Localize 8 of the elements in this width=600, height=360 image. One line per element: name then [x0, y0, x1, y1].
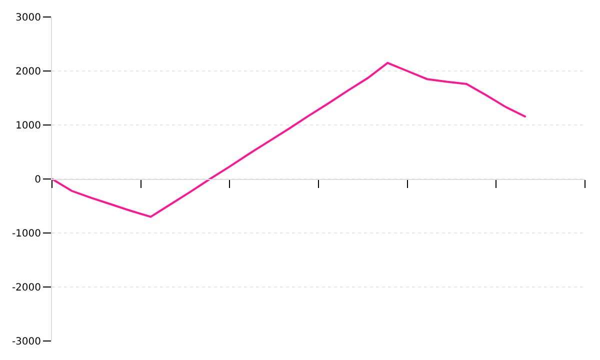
line-series [52, 62, 527, 218]
y-tick-label: 2000 [16, 66, 41, 78]
y-tick-label: -1000 [12, 228, 41, 240]
y-tick-label: -3000 [12, 336, 41, 348]
y-tick-label: 0 [34, 174, 41, 186]
y-tick-label: -2000 [12, 282, 41, 294]
y-tick-label: 3000 [16, 12, 41, 24]
y-tick-label: 1000 [16, 120, 41, 132]
